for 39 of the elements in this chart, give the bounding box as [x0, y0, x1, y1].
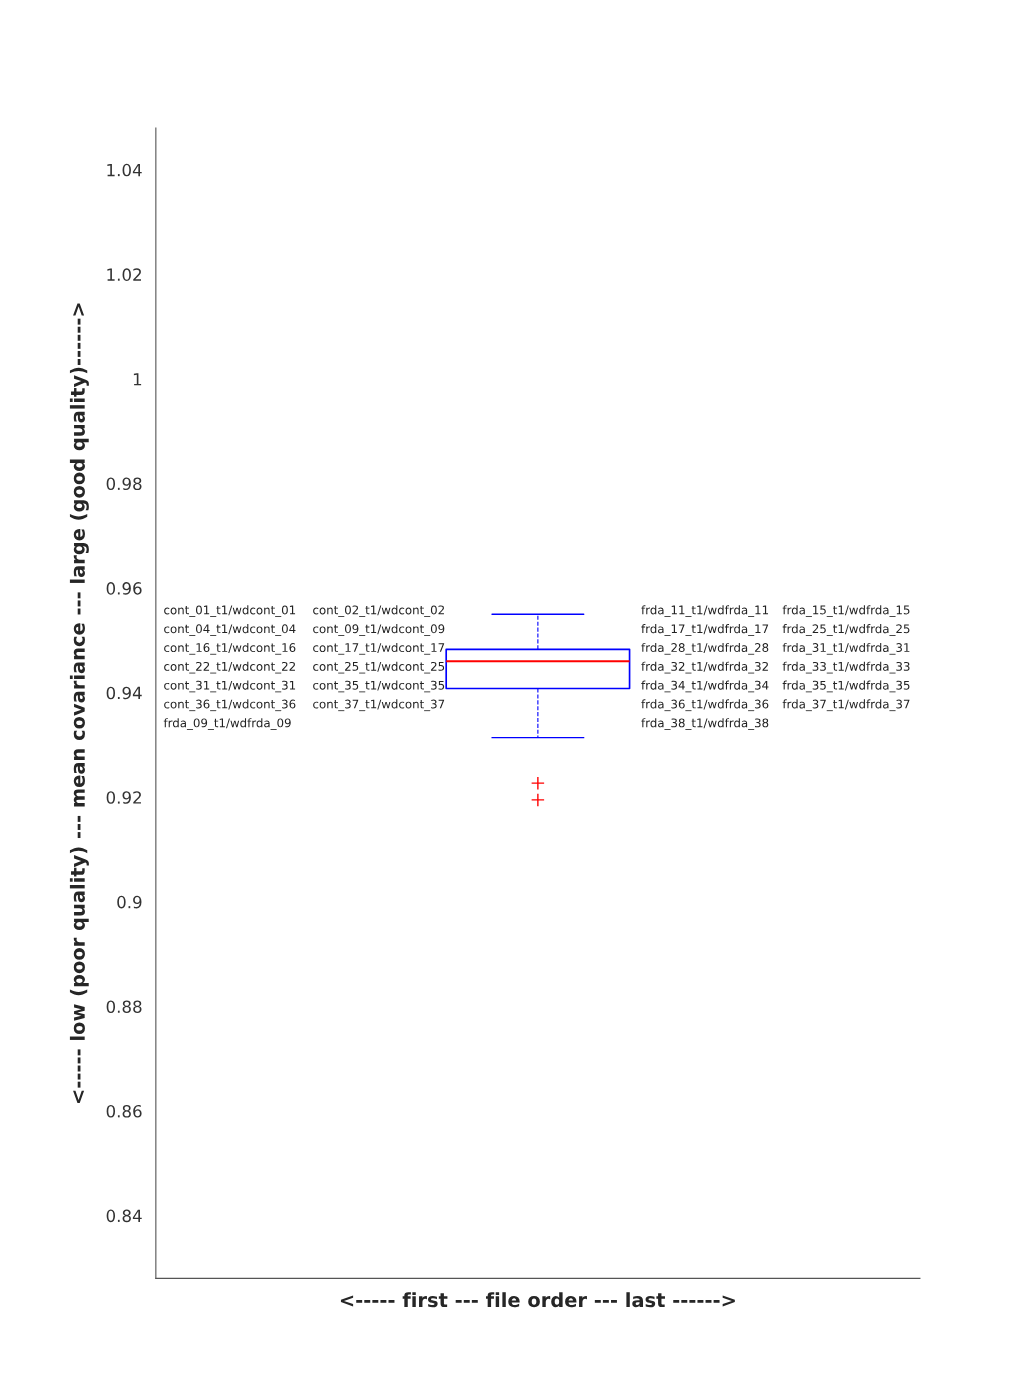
annotation: cont_35_t1/wdcont_35: [313, 680, 445, 693]
annotation: frda_31_t1/wdfrda_31: [782, 642, 910, 655]
y-tick-label: 0.86: [106, 1104, 142, 1118]
annotation: frda_36_t1/wdfrda_36: [641, 699, 769, 712]
y-tick-label: 0.98: [106, 477, 142, 491]
annotation: cont_09_t1/wdcont_09: [313, 624, 445, 636]
annotation: frda_35_t1/wdfrda_35: [782, 680, 910, 693]
annotation: frda_09_t1/wdfrda_09: [163, 718, 291, 730]
x-axis-title: <----- first --- file order --- last ------>: [340, 1292, 735, 1308]
annotation: cont_25_t1/wdcont_25: [313, 661, 445, 674]
y-tick-label: 0.88: [106, 1000, 142, 1013]
annotation: frda_32_t1/wdfrda_32: [641, 661, 768, 674]
y-tick-label: 0.94: [106, 686, 142, 700]
annotation: frda_34_t1/wdfrda_34: [641, 680, 769, 693]
y-axis-title: <----- low (poor quality) --- mean covariance --- large (good quality)------>: [69, 303, 89, 1103]
annotation: frda_25_t1/wdfrda_25: [782, 624, 910, 636]
annotation: frda_15_t1/wdfrda_15: [782, 605, 910, 617]
annotation: cont_37_t1/wdcont_37: [313, 699, 445, 712]
y-tick-label: 0.9: [117, 895, 142, 909]
y-tick-label: 1.04: [107, 163, 142, 177]
annotation: cont_17_t1/wdcont_17: [313, 642, 445, 655]
annotation: frda_33_t1/wdfrda_33: [782, 661, 910, 674]
y-tick-label: 0.84: [106, 1209, 142, 1223]
annotation: cont_01_t1/wdcont_01: [164, 605, 296, 617]
annotation: cont_02_t1/wdcont_02: [313, 605, 444, 617]
annotation: cont_16_t1/wdcont_16: [164, 642, 296, 655]
annotation: frda_28_t1/wdfrda_28: [641, 642, 769, 655]
annotation: cont_36_t1/wdcont_36: [164, 699, 296, 712]
annotation: cont_31_t1/wdcont_31: [164, 680, 296, 693]
annotation: frda_38_t1/wdfrda_38: [641, 718, 769, 730]
annotation: frda_37_t1/wdfrda_37: [782, 699, 910, 712]
y-tick-label: 1.02: [107, 268, 141, 281]
y-tick-label: 0.96: [106, 582, 142, 595]
y-tick-label: 0.92: [106, 791, 141, 804]
annotation: cont_22_t1/wdcont_22: [164, 661, 295, 674]
annotation: frda_11_t1/wdfrda_11: [641, 605, 769, 617]
annotation: cont_04_t1/wdcont_04: [164, 624, 296, 636]
annotation: frda_17_t1/wdfrda_17: [641, 624, 769, 636]
y-tick-label: 1: [133, 373, 142, 386]
